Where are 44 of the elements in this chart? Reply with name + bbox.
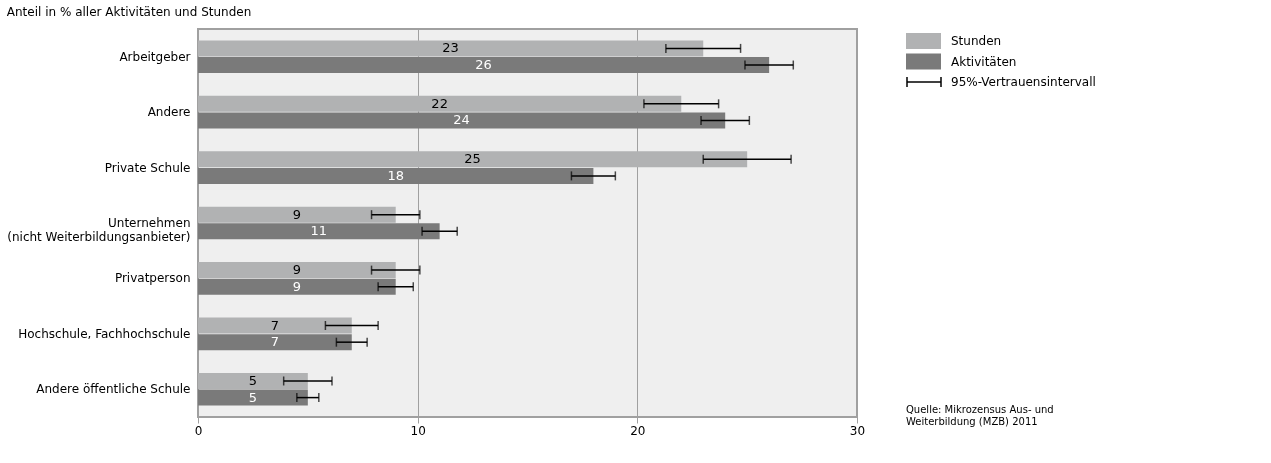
y-tick-label: Hochschule, Fachhochschule	[18, 326, 191, 341]
bar	[198, 389, 308, 406]
data-label: 11	[310, 223, 328, 239]
x-tick-label: 30	[849, 423, 866, 438]
y-tick-label: Andere öffentliche Schule	[36, 382, 191, 397]
data-label: 22	[431, 95, 448, 111]
x-tick-label: 10	[410, 423, 426, 438]
data-label: 5	[248, 389, 258, 405]
data-label: 18	[387, 167, 404, 183]
x-tick-label: 0	[194, 423, 203, 438]
data-label: 23	[442, 40, 459, 56]
bar	[198, 112, 726, 129]
legend-label: Aktivitäten	[951, 54, 1017, 69]
chart-title: Anteil in % aller Aktivitäten und Stunden	[6, 5, 252, 19]
y-tick-label: Andere	[147, 105, 191, 120]
bar	[198, 57, 770, 74]
bar	[198, 372, 308, 389]
data-label: 9	[292, 206, 301, 222]
data-label: 7	[270, 334, 280, 350]
source-note: Quelle: Mikrozensus Aus- und Weiterbildung (MZB) 2011	[906, 404, 1054, 427]
legend-label: Stunden	[951, 34, 1002, 48]
y-tick-label: Private Schule	[104, 160, 191, 175]
text: 95%-Vertrauensintervall	[951, 75, 1096, 89]
data-label: 25	[464, 151, 481, 167]
data-label: 26	[475, 57, 492, 73]
bar	[198, 167, 594, 184]
bar	[198, 151, 748, 168]
y-tick-label: Arbeitgeber	[119, 49, 191, 64]
bar	[198, 206, 396, 223]
bar	[198, 334, 352, 351]
data-label: 9	[292, 278, 301, 294]
bar	[198, 317, 352, 334]
bar	[198, 223, 440, 240]
y-tick-label: Privatperson	[114, 271, 191, 286]
bar	[198, 40, 704, 57]
data-label: 5	[248, 372, 258, 388]
data-label: 9	[292, 262, 301, 278]
bar	[198, 95, 682, 112]
data-label: 24	[453, 112, 470, 128]
y-tick-label: Unternehmen (nicht Weiterbildungsanbieter)	[7, 216, 191, 244]
bar	[198, 262, 396, 279]
bar	[198, 278, 396, 295]
x-tick-label: 20	[630, 423, 646, 438]
data-label: 7	[270, 317, 280, 333]
